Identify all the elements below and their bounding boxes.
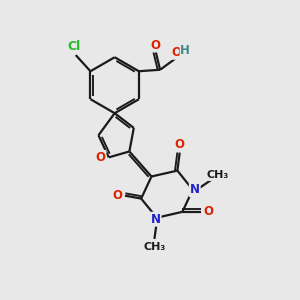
Text: H: H <box>180 44 190 57</box>
Text: Cl: Cl <box>68 40 81 53</box>
Text: O: O <box>95 151 106 164</box>
Text: O: O <box>150 38 160 52</box>
Text: O: O <box>112 189 123 202</box>
Text: CH₃: CH₃ <box>207 170 229 180</box>
Text: CH₃: CH₃ <box>143 242 166 252</box>
Text: N: N <box>190 183 200 196</box>
Text: O: O <box>171 46 181 59</box>
Text: O: O <box>175 139 185 152</box>
Text: N: N <box>151 213 160 226</box>
Text: O: O <box>203 205 213 218</box>
